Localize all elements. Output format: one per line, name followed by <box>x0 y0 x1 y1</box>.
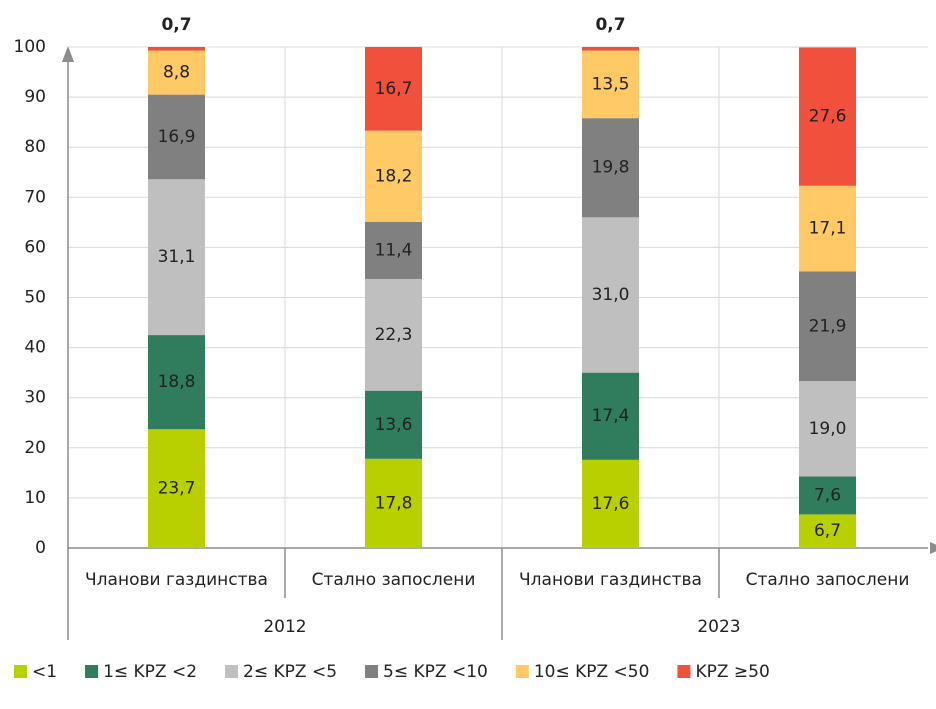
data-label: 31,0 <box>592 285 630 305</box>
data-label: 17,1 <box>809 219 847 239</box>
data-label: 11,4 <box>375 240 413 260</box>
data-label: 17,6 <box>592 494 630 514</box>
bar-segment <box>148 47 205 51</box>
legend-label: 2≤ KPZ <5 <box>243 662 337 682</box>
bar-segment <box>148 335 205 430</box>
bar-segment <box>148 50 205 95</box>
bar-segment <box>582 47 639 51</box>
data-label: 18,8 <box>158 372 196 392</box>
x-tick-label: Чланови газдинства <box>519 570 702 590</box>
data-label: 8,8 <box>163 63 190 83</box>
y-tick-label: 70 <box>24 187 46 207</box>
data-label: 0,7 <box>595 15 625 35</box>
data-label: 6,7 <box>814 521 841 541</box>
y-tick-label: 100 <box>14 37 46 57</box>
bar-segment <box>365 130 422 222</box>
legend-label: <1 <box>32 662 57 682</box>
bar-segment <box>148 179 205 336</box>
data-label: 19,8 <box>592 158 630 178</box>
bar-segment <box>799 185 856 272</box>
bar-segment <box>582 118 639 218</box>
legend-swatch <box>225 665 239 678</box>
y-axis-arrow <box>62 46 74 62</box>
bar-segment <box>365 221 422 279</box>
legend-label: 5≤ KPZ <10 <box>383 662 488 682</box>
y-tick-label: 60 <box>24 237 46 257</box>
group-label: 2023 <box>697 617 740 637</box>
bar-segment <box>365 47 422 131</box>
data-label: 13,6 <box>375 415 413 435</box>
data-label: 17,4 <box>592 406 630 426</box>
y-tick-label: 10 <box>24 488 46 508</box>
y-tick-label: 0 <box>35 538 46 558</box>
bar-segment <box>799 271 856 382</box>
data-label: 21,9 <box>809 316 847 336</box>
data-label: 31,1 <box>158 247 196 267</box>
data-label: 13,5 <box>592 74 630 94</box>
bar-segment <box>148 429 205 548</box>
x-tick-label: Стално запослени <box>312 570 476 590</box>
legend-swatch <box>677 665 691 678</box>
bar-segment <box>799 381 856 477</box>
bar-segment <box>365 390 422 459</box>
y-tick-label: 50 <box>24 288 46 308</box>
y-tick-label: 30 <box>24 388 46 408</box>
x-tick-label: Стално запослени <box>746 570 910 590</box>
data-label: 16,9 <box>158 127 196 147</box>
bar-segment <box>365 278 422 391</box>
legend-label: KPZ ≥50 <box>695 662 769 682</box>
legend-label: 1≤ KPZ <2 <box>103 662 197 682</box>
bar-segment <box>582 50 639 119</box>
y-tick-label: 90 <box>24 87 46 107</box>
data-label: 27,6 <box>809 107 847 127</box>
bar-segment <box>148 94 205 180</box>
bar-segment <box>582 217 639 373</box>
y-tick-label: 80 <box>24 137 46 157</box>
legend-swatch <box>365 665 379 678</box>
legend-label: 10≤ KPZ <50 <box>534 662 650 682</box>
y-tick-label: 40 <box>24 338 46 358</box>
y-tick-label: 20 <box>24 438 46 458</box>
bar-segment <box>799 514 856 548</box>
data-label: 7,6 <box>814 485 841 505</box>
data-label: 16,7 <box>375 79 413 99</box>
group-label: 2012 <box>263 617 306 637</box>
bar-segment <box>582 372 639 460</box>
data-label: 18,2 <box>375 166 413 186</box>
bar-segment <box>582 459 639 548</box>
legend-swatch <box>14 665 27 678</box>
data-label: 0,7 <box>161 15 191 35</box>
legend-swatch <box>85 665 99 678</box>
bar-segment <box>799 476 856 515</box>
data-label: 22,3 <box>375 325 413 345</box>
data-label: 19,0 <box>809 419 847 439</box>
x-axis-arrow <box>930 542 936 554</box>
bar-segment <box>799 47 856 186</box>
bar-segment <box>365 458 422 548</box>
x-tick-label: Чланови газдинства <box>85 570 268 590</box>
legend-swatch <box>515 665 529 678</box>
data-label: 17,8 <box>375 493 413 513</box>
data-label: 23,7 <box>158 479 196 499</box>
